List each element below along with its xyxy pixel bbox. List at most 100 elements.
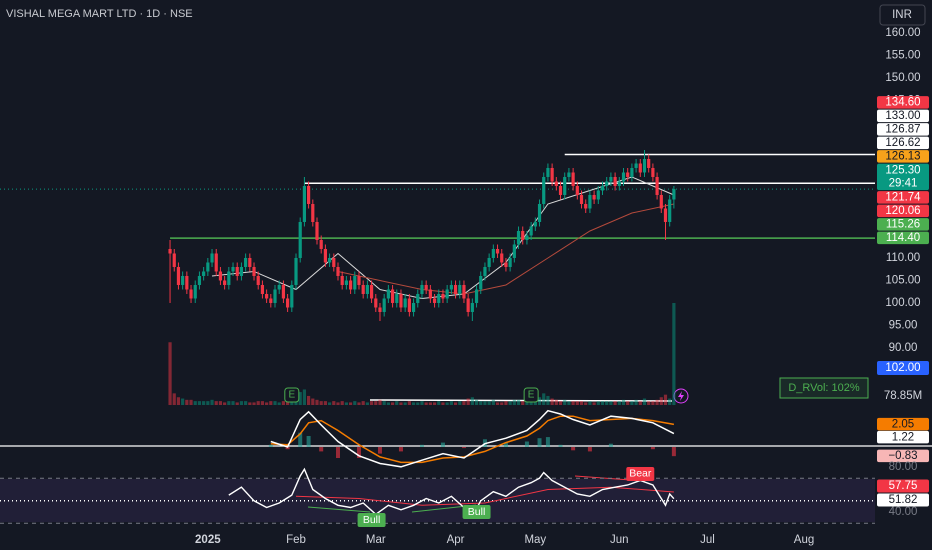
volume-bar	[554, 399, 558, 405]
candle-body	[441, 293, 445, 299]
candle-body	[420, 284, 424, 294]
candle-body	[378, 307, 382, 312]
candle-body	[374, 298, 378, 308]
macd-histogram	[524, 441, 529, 448]
volume-bar	[193, 401, 197, 405]
macd-histogram	[571, 447, 576, 451]
volume-bar	[172, 393, 176, 405]
candle-body	[466, 298, 470, 312]
volume-bar	[265, 402, 269, 405]
candle-body	[567, 172, 571, 177]
volume-bar	[424, 402, 428, 405]
y-tick-label: 95.00	[889, 320, 918, 332]
volume-bar	[500, 402, 504, 405]
candle-body	[634, 163, 638, 168]
candle-body	[668, 199, 672, 222]
price-label-box	[877, 231, 929, 245]
rsi-value-label: 51.82	[889, 494, 918, 506]
candle-body	[176, 266, 181, 285]
volume-bar	[525, 401, 529, 405]
x-tick-label: Jul	[700, 534, 715, 546]
candle-body	[458, 284, 462, 294]
candle-body	[202, 271, 206, 276]
volume-bar	[223, 402, 227, 405]
currency-box[interactable]	[879, 4, 926, 26]
volume-bar	[630, 401, 634, 405]
volume-bar	[638, 401, 642, 405]
volume-bar	[550, 398, 554, 405]
volume-bar	[353, 401, 357, 405]
candle-body	[558, 185, 563, 195]
candle-body	[642, 158, 647, 173]
volume-bar	[403, 402, 407, 405]
rsi-band	[0, 479, 875, 522]
macd-histogram	[440, 442, 445, 448]
volume-bar	[647, 401, 651, 405]
y-tick-label: 155.00	[885, 50, 920, 62]
volume-bar	[617, 401, 621, 405]
volume-bar	[634, 399, 638, 405]
macd-histogram	[650, 447, 655, 450]
macd-histogram	[503, 442, 508, 448]
vol-level-label: 102.00	[885, 362, 920, 374]
currency[interactable]: INR	[892, 9, 912, 21]
volume-bar	[449, 401, 453, 405]
candle-body	[470, 302, 474, 312]
volume-bar	[248, 402, 252, 405]
volume-bar	[269, 401, 273, 405]
macd-histogram	[558, 444, 563, 448]
y-tick-label: 105.00	[885, 275, 920, 287]
volume-bar	[642, 398, 647, 405]
rsi-value-label: 57.75	[889, 480, 918, 492]
volume-bar	[584, 402, 588, 405]
price-label-box	[877, 109, 929, 123]
candle-body	[386, 289, 390, 299]
candle-body	[185, 275, 189, 290]
candle-body	[579, 194, 584, 204]
volume-bar	[244, 401, 248, 405]
volume-bar	[466, 398, 470, 405]
y-tick-label: 100.00	[885, 297, 920, 309]
candle-body	[210, 253, 214, 263]
volume-bar	[458, 401, 462, 405]
x-tick-label: May	[524, 534, 546, 546]
macd-histogram	[545, 437, 550, 448]
volume-bar	[626, 401, 630, 405]
volume-bar	[256, 401, 260, 405]
candle-body	[231, 266, 235, 272]
candle-body	[554, 181, 558, 186]
candle-body	[302, 185, 307, 222]
candle-body	[189, 289, 193, 299]
candle-body	[542, 176, 546, 204]
x-tick-label: Jun	[610, 534, 629, 546]
candle-body	[327, 257, 332, 263]
candle-body	[575, 185, 579, 195]
candle-body	[382, 298, 386, 312]
macd-histogram	[419, 444, 424, 448]
candle-body	[428, 289, 432, 299]
volume-bar	[181, 398, 185, 405]
macd-histogram	[608, 443, 613, 448]
volume-bar	[336, 402, 340, 405]
candle-body	[340, 275, 344, 285]
macd-line	[270, 409, 675, 468]
volume-bar	[575, 401, 579, 405]
candle-body	[361, 284, 365, 294]
macd-histogram	[319, 447, 324, 452]
candle-body	[571, 172, 575, 186]
candle-body	[487, 257, 491, 267]
candle-body	[273, 289, 277, 303]
volume-bar	[512, 399, 516, 405]
rsi-value-box	[877, 479, 929, 493]
volume-bar	[672, 303, 676, 405]
volume-bar	[596, 401, 600, 405]
price-label-box	[877, 136, 929, 150]
volume-bar	[592, 402, 596, 405]
volume-bar	[567, 401, 571, 405]
price-label-box	[877, 204, 929, 218]
macd-histogram	[587, 447, 592, 452]
x-tick-label: Apr	[447, 534, 465, 546]
price-label-box	[877, 218, 929, 231]
candle-body	[298, 221, 302, 258]
candle-body	[290, 284, 294, 308]
